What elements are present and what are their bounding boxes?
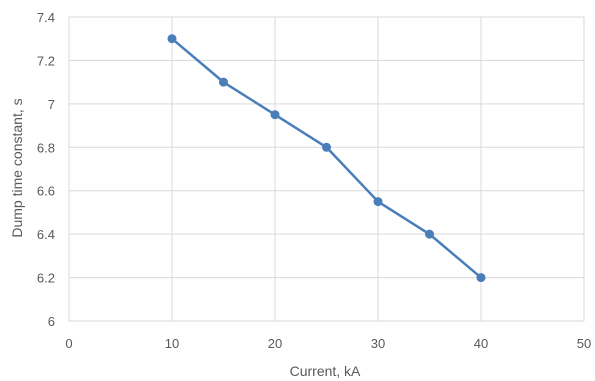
x-tick-label: 10 [165,336,179,351]
x-tick-label: 40 [474,336,488,351]
x-axis-ticks: 0 10 20 30 40 50 [65,336,591,351]
series-group [167,34,486,283]
y-tick-label: 6.2 [37,271,55,286]
y-axis-label: Dump time constant, s [9,98,25,237]
data-point [322,142,331,152]
data-point [373,197,383,207]
y-tick-label: 6.8 [37,140,55,155]
x-tick-label: 20 [268,336,282,351]
grid-lines [68,16,585,322]
y-tick-label: 7.2 [37,53,55,68]
data-point [270,110,280,120]
y-tick-label: 7 [48,97,55,112]
y-tick-label: 6 [48,314,55,329]
x-tick-label: 50 [577,336,591,351]
data-point [219,77,228,87]
data-point [476,273,486,283]
data-point [167,34,177,44]
y-axis-ticks: 6 6.2 6.4 6.6 6.8 7 7.2 7.4 [37,10,55,329]
x-tick-label: 0 [65,336,72,351]
y-tick-label: 6.4 [37,227,55,242]
series-line [171,37,482,279]
y-tick-label: 6.6 [37,184,55,199]
data-point [425,229,434,239]
x-axis-label: Current, kA [290,363,361,379]
x-tick-label: 30 [371,336,385,351]
y-tick-label: 7.4 [37,10,55,25]
